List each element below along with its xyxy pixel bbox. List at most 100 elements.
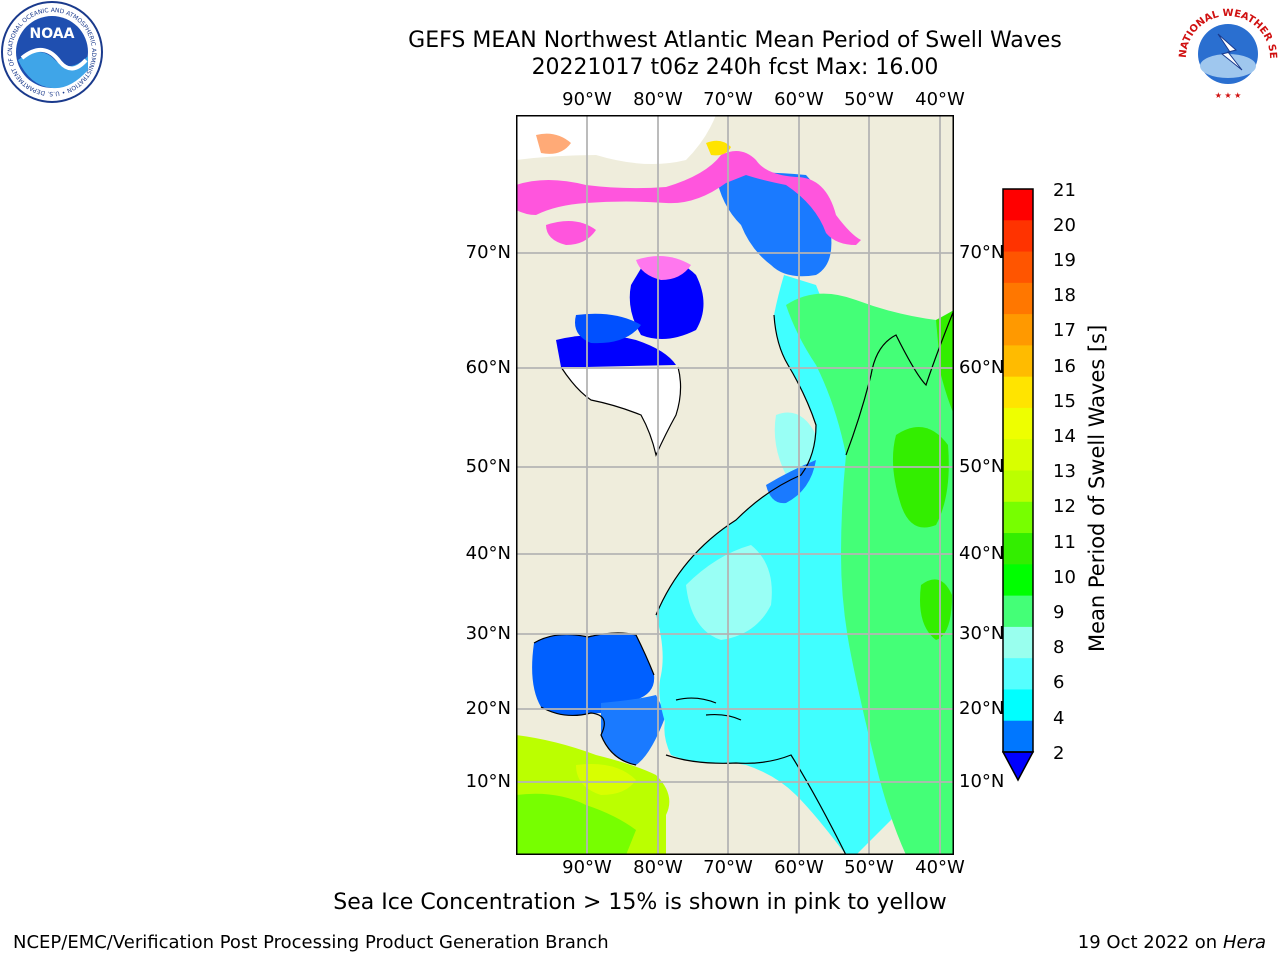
sea-ice-orange (536, 133, 571, 154)
lon-label-bottom: 80°W (633, 857, 683, 878)
colorbar-segment (1003, 376, 1033, 409)
footer-date: 19 Oct 2022 on (1077, 932, 1218, 953)
lat-label-left: 20°N (465, 698, 511, 719)
noaa-logo: NATIONAL OCEANIC AND ATMOSPHERIC ADMINIS… (0, 0, 103, 103)
atlantic-cyan (656, 275, 896, 855)
colorbar-tick: 19 (1053, 250, 1076, 271)
colorbar-tick: 12 (1053, 496, 1076, 517)
colorbar-tick: 17 (1053, 320, 1076, 341)
atlantic-bright-green-1 (892, 427, 949, 528)
colorbar-tick: 15 (1053, 391, 1076, 412)
colorbar-label: Mean Period of Swell Waves [s] (1085, 324, 1109, 652)
noaa-center-text: NOAA (30, 26, 75, 42)
lon-label-top: 80°W (633, 89, 683, 110)
colorbar-segment (1003, 314, 1033, 346)
colorbar-tick: 10 (1053, 567, 1076, 588)
colorbar-segment (1003, 220, 1033, 253)
colorbar-segment (1003, 345, 1033, 378)
colorbar-tick: 9 (1053, 602, 1065, 623)
sea-ice-pink-3 (636, 256, 691, 280)
colorbar-segment (1003, 658, 1033, 690)
colorbar-segment (1003, 626, 1033, 659)
footer-right: 19 Oct 2022 on Hera (1078, 932, 1266, 953)
plot-title: GEFS MEAN Northwest Atlantic Mean Period… (290, 27, 1180, 81)
atlantic-bright-green-2 (920, 579, 952, 640)
colorbar-tick: 6 (1053, 672, 1065, 693)
lon-label-top: 70°W (703, 89, 753, 110)
colorbar-segment (1003, 501, 1033, 534)
hudson-bay-mid (575, 313, 641, 344)
caribbean-west (601, 695, 666, 765)
lon-label-bottom: 60°W (774, 857, 824, 878)
lon-label-top: 90°W (562, 89, 612, 110)
coastlines (533, 309, 954, 855)
colorbar-frame (1002, 188, 1034, 753)
colorbar-tick: 4 (1053, 708, 1065, 729)
lon-label-bottom: 40°W (915, 857, 965, 878)
colorbar-tick: 13 (1053, 461, 1076, 482)
arctic-nodata (516, 115, 716, 164)
sea-ice-note: Sea Ice Concentration > 15% is shown in … (333, 890, 947, 915)
colorbar-tick: 14 (1053, 426, 1076, 447)
lon-label-bottom: 50°W (844, 857, 894, 878)
sea-ice-pink-2 (546, 221, 596, 245)
footer-left: NCEP/EMC/Verification Post Processing Pr… (13, 932, 609, 953)
colorbar-tick: 2 (1053, 743, 1065, 764)
nws-logo: NATIONAL WEATHER SERVICE ★ ★ ★ (1176, 0, 1278, 102)
lon-label-top: 40°W (915, 89, 965, 110)
lat-label-left: 30°N (465, 623, 511, 644)
lat-label-right: 50°N (959, 456, 1005, 477)
colorbar-segment (1003, 282, 1033, 315)
colorbar-tick: 11 (1053, 532, 1076, 553)
lat-label-right: 20°N (959, 698, 1005, 719)
colorbar-tick: 8 (1053, 637, 1065, 658)
lat-label-right: 70°N (959, 242, 1005, 263)
lat-label-left: 70°N (465, 242, 511, 263)
lat-label-left: 40°N (465, 543, 511, 564)
colorbar-segment (1003, 720, 1033, 753)
lat-label-right: 30°N (959, 623, 1005, 644)
colorbar-segment (1003, 439, 1033, 471)
colorbar-extend-arrow (1002, 751, 1035, 782)
hudson-bay-nodata (561, 367, 681, 455)
lon-label-top: 50°W (844, 89, 894, 110)
map-plot (516, 115, 954, 855)
lon-label-top: 60°W (774, 89, 824, 110)
colorbar-segment (1003, 407, 1033, 440)
gridlines (516, 115, 954, 855)
sea-ice-yellow (706, 140, 731, 156)
colorbar (1002, 188, 1035, 782)
lat-label-right: 60°N (959, 357, 1005, 378)
colorbar-segment (1003, 189, 1033, 221)
hudson-bay-south (556, 335, 676, 367)
gulf-of-mexico (532, 632, 655, 716)
colorbar-segment (1003, 470, 1033, 503)
labrador-sea (716, 172, 832, 277)
colorbar-segment (1003, 251, 1033, 284)
atlantic-light-cyan-2 (774, 412, 816, 475)
south-america-yellowgreen (576, 764, 636, 795)
lat-label-left: 50°N (465, 456, 511, 477)
colorbar-tick: 16 (1053, 356, 1076, 377)
lon-label-bottom: 70°W (703, 857, 753, 878)
lat-label-right: 40°N (959, 543, 1005, 564)
atlantic-light-cyan-1 (686, 545, 772, 640)
lat-label-left: 10°N (465, 771, 511, 792)
colorbar-segment (1003, 533, 1033, 565)
footer-machine: Hera (1222, 932, 1266, 953)
colorbar-tick: 21 (1053, 180, 1076, 201)
nws-stars-decoration: ★ ★ ★ (1215, 91, 1242, 100)
colorbar-tick: 18 (1053, 285, 1076, 306)
title-line-2: 20221017 t06z 240h fcst Max: 16.00 (531, 55, 939, 80)
colorbar-tick: 20 (1053, 215, 1076, 236)
map-frame (516, 115, 954, 855)
colorbar-segment (1003, 564, 1033, 597)
lon-label-bottom: 90°W (562, 857, 612, 878)
lat-label-right: 10°N (959, 771, 1005, 792)
title-line-1: GEFS MEAN Northwest Atlantic Mean Period… (408, 28, 1062, 53)
sea-ice-pink-1 (516, 151, 861, 245)
lat-label-left: 60°N (465, 357, 511, 378)
south-america-bright-green (516, 793, 636, 855)
colorbar-segment (1003, 689, 1033, 722)
colorbar-segment (1003, 595, 1033, 628)
